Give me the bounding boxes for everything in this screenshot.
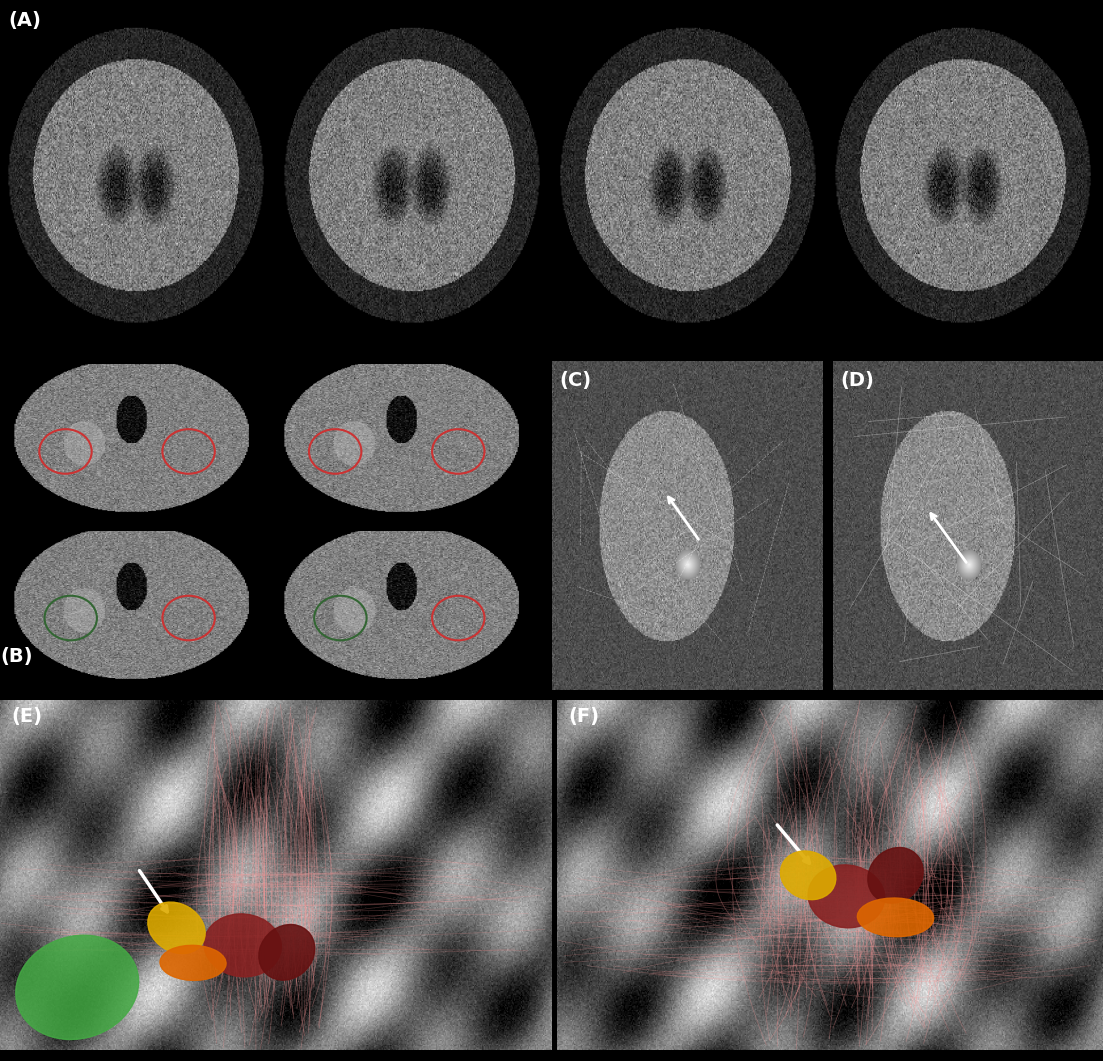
Text: (A): (A) <box>8 11 41 30</box>
Ellipse shape <box>15 935 139 1040</box>
Ellipse shape <box>160 945 226 980</box>
Text: (F): (F) <box>568 708 599 727</box>
Ellipse shape <box>259 924 314 980</box>
Ellipse shape <box>808 865 885 927</box>
Ellipse shape <box>868 848 923 903</box>
Text: (C): (C) <box>559 370 591 389</box>
Text: (D): (D) <box>840 370 875 389</box>
Ellipse shape <box>148 902 205 954</box>
Ellipse shape <box>781 851 836 900</box>
Ellipse shape <box>204 914 281 977</box>
Text: (E): (E) <box>11 708 42 727</box>
Ellipse shape <box>857 898 933 937</box>
Text: (B): (B) <box>0 647 32 666</box>
